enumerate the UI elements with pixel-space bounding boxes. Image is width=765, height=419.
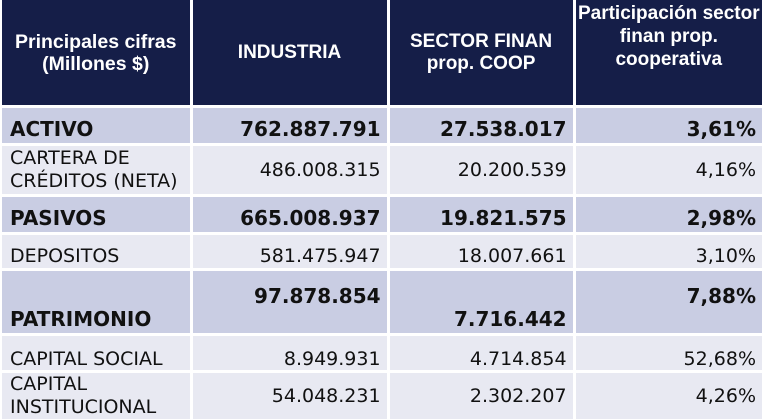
- cell-industria: 581.475.947: [192, 235, 387, 271]
- cell-industria: 486.008.315: [192, 146, 387, 197]
- table-row-pasivos: PASIVOS 665.008.937 19.821.575 2,98%: [2, 197, 762, 235]
- cell-participacion: 2,98%: [575, 197, 762, 235]
- header-industria: INDUSTRIA: [192, 0, 387, 108]
- cell-industria: 97.878.854: [192, 271, 387, 336]
- cell-sector: 4.714.854: [389, 336, 573, 373]
- row-label: PASIVOS: [2, 197, 190, 235]
- header-participacion: Participación sector finan prop. coopera…: [575, 0, 762, 108]
- cell-sector: 19.821.575: [389, 197, 573, 235]
- table-row-patrimonio: PATRIMONIO 97.878.854 7.716.442 7,88%: [2, 271, 762, 336]
- row-label: DEPOSITOS: [2, 235, 190, 271]
- row-label: CAPITAL SOCIAL: [2, 336, 190, 373]
- cell-sector: 20.200.539: [389, 146, 573, 197]
- cell-participacion: 4,16%: [575, 146, 762, 197]
- cell-participacion: 3,61%: [575, 108, 762, 146]
- cell-sector: 2.302.207: [389, 373, 573, 419]
- cell-sector: 18.007.661: [389, 235, 573, 271]
- cell-participacion: 3,10%: [575, 235, 762, 271]
- table-row-cartera: CARTERA DE CRÉDITOS (NETA) 486.008.315 2…: [2, 146, 762, 197]
- row-label: ACTIVO: [2, 108, 190, 146]
- table-row-depositos: DEPOSITOS 581.475.947 18.007.661 3,10%: [2, 235, 762, 271]
- cell-industria: 54.048.231: [192, 373, 387, 419]
- table-row-activo: ACTIVO 762.887.791 27.538.017 3,61%: [2, 108, 762, 146]
- cell-industria: 762.887.791: [192, 108, 387, 146]
- header-row: Principales cifras (Millones $) INDUSTRI…: [2, 0, 762, 108]
- cell-participacion: 7,88%: [575, 271, 762, 336]
- row-label: CARTERA DE CRÉDITOS (NETA): [2, 146, 190, 197]
- cell-participacion: 52,68%: [575, 336, 762, 373]
- cell-industria: 665.008.937: [192, 197, 387, 235]
- cell-sector: 27.538.017: [389, 108, 573, 146]
- header-sector-finan: SECTOR FINAN prop. COOP: [389, 0, 573, 108]
- header-principales-cifras: Principales cifras (Millones $): [2, 0, 190, 108]
- cell-industria: 8.949.931: [192, 336, 387, 373]
- cell-participacion: 4,26%: [575, 373, 762, 419]
- cell-sector: 7.716.442: [389, 271, 573, 336]
- row-label: PATRIMONIO: [2, 271, 190, 336]
- table-row-capital-social: CAPITAL SOCIAL 8.949.931 4.714.854 52,68…: [2, 336, 762, 373]
- table-row-capital-institucional: CAPITAL INSTITUCIONAL 54.048.231 2.302.2…: [2, 373, 762, 419]
- row-label: CAPITAL INSTITUCIONAL: [2, 373, 190, 419]
